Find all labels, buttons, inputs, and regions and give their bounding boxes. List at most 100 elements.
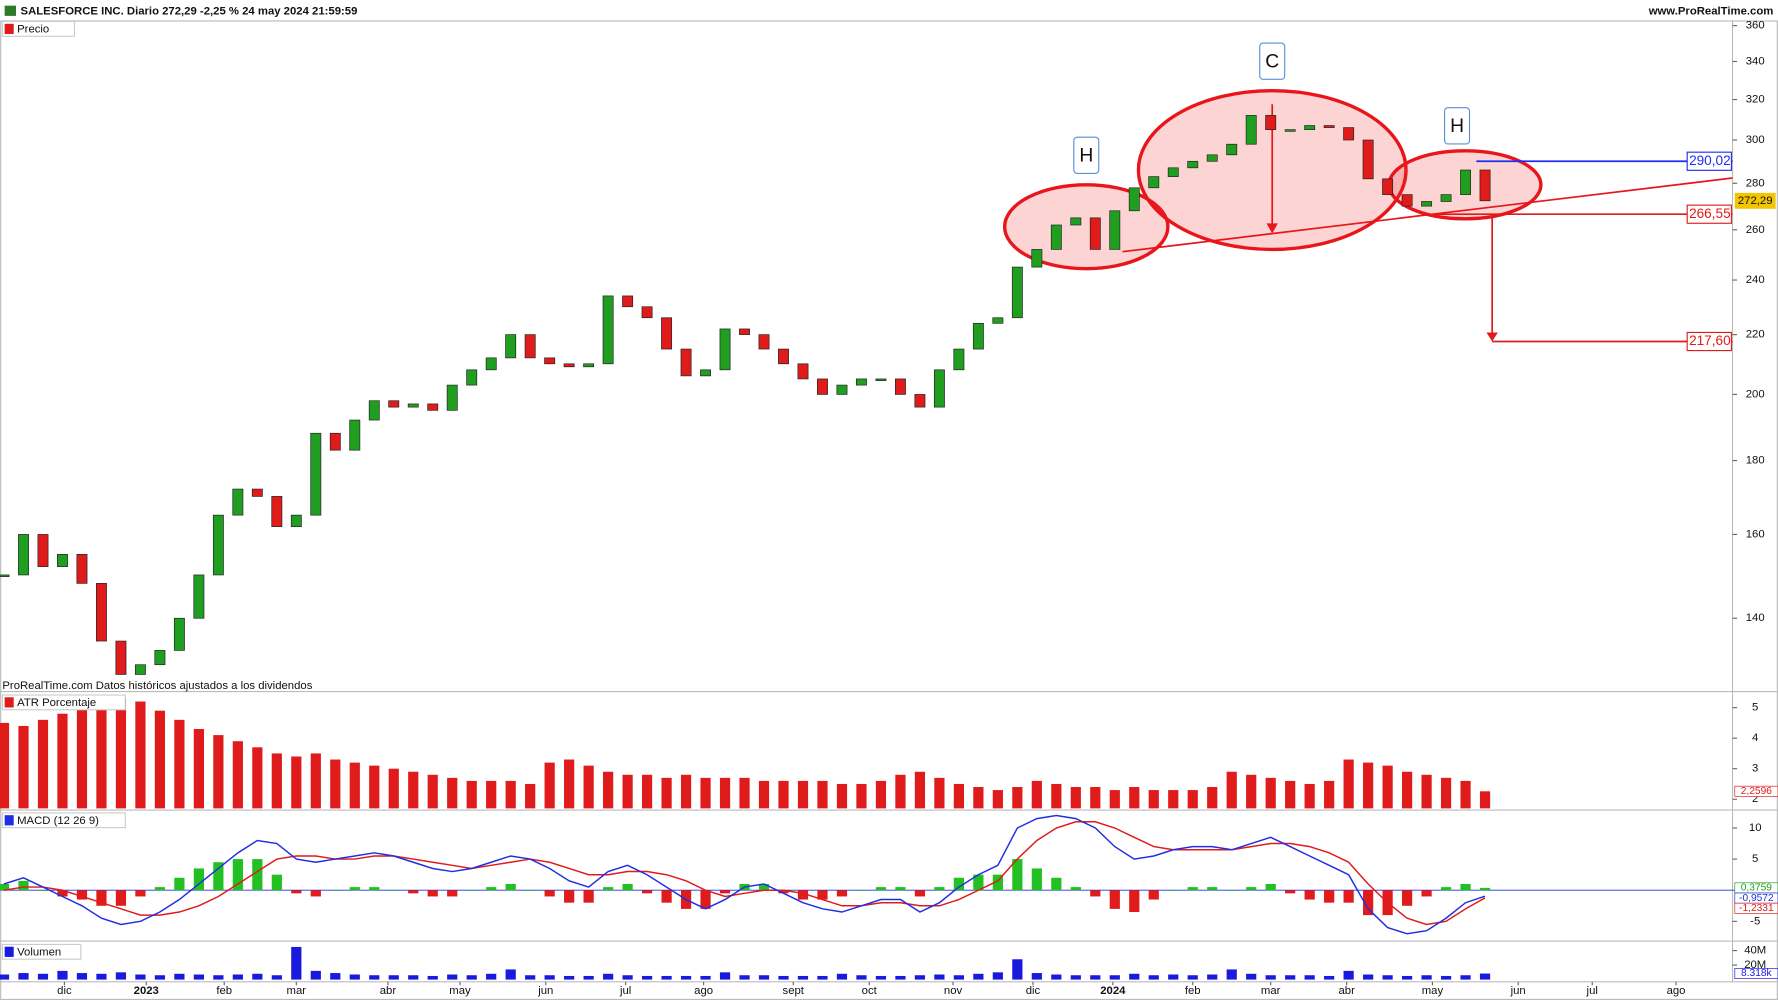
histogram-bar <box>193 868 204 891</box>
candle <box>446 384 458 411</box>
histogram-bar <box>154 887 166 891</box>
bar <box>349 762 360 809</box>
histogram-bar <box>973 874 984 891</box>
x-tick-label: ago <box>1667 985 1686 997</box>
bar <box>76 973 88 980</box>
y-tick-label: 260 <box>1746 224 1765 236</box>
histogram-bar <box>310 890 321 897</box>
candle <box>1304 125 1316 130</box>
bar <box>1226 969 1237 980</box>
level-label-box <box>1734 192 1776 209</box>
bar <box>505 969 516 980</box>
bar <box>466 975 477 980</box>
bar <box>700 777 711 809</box>
bar <box>310 970 321 980</box>
candle <box>583 363 595 368</box>
bar <box>37 719 49 809</box>
bar <box>310 753 321 809</box>
bar <box>252 973 263 980</box>
histogram-bar <box>174 877 185 891</box>
candle <box>37 534 49 567</box>
bar <box>564 975 575 980</box>
frame-outer <box>0 20 1778 1000</box>
candle <box>719 328 731 371</box>
candle <box>1479 169 1491 202</box>
histogram-bar <box>1070 887 1081 891</box>
bar <box>622 774 633 809</box>
annotation: C <box>1265 51 1279 72</box>
bar <box>1168 974 1179 980</box>
bar <box>1148 790 1159 809</box>
bar <box>486 780 497 809</box>
bar <box>408 771 419 809</box>
bar <box>291 756 302 809</box>
candle <box>193 574 205 619</box>
candle <box>368 400 380 421</box>
pane-title-swatch <box>4 815 14 826</box>
candle <box>758 334 770 350</box>
candle <box>1187 160 1199 169</box>
histogram-bar <box>96 890 107 906</box>
histogram-bar <box>291 890 302 894</box>
histogram-bar <box>37 890 49 891</box>
candle <box>1265 115 1277 130</box>
bar <box>1343 759 1354 809</box>
y-tick-label: 360 <box>1746 20 1765 32</box>
bar <box>37 973 49 980</box>
pane-title-box <box>1 812 126 829</box>
histogram-bar <box>641 890 653 894</box>
bar <box>135 974 146 980</box>
bar <box>57 970 68 980</box>
candle <box>563 363 575 368</box>
bar <box>934 777 945 809</box>
candle <box>1440 194 1452 202</box>
x-tick-label: nov <box>944 985 963 997</box>
bar <box>213 975 224 980</box>
macd-line <box>3 814 1486 935</box>
candle <box>115 640 127 675</box>
x-tick-label: dic <box>57 985 72 997</box>
candle <box>1382 178 1394 195</box>
histogram-bar <box>0 883 10 891</box>
x-tick-label: jul <box>1586 985 1598 997</box>
y-tick-label: 320 <box>1746 94 1765 106</box>
bar <box>778 780 789 809</box>
bar <box>992 790 1003 809</box>
bar <box>1012 959 1023 980</box>
bar <box>1109 975 1120 980</box>
neckline <box>1122 177 1733 253</box>
candle <box>1109 210 1121 250</box>
candle <box>1128 187 1140 212</box>
bar <box>1129 973 1140 980</box>
histogram-bar <box>505 883 516 891</box>
candle <box>661 317 673 350</box>
annotation-box <box>1443 107 1471 145</box>
bar <box>408 975 419 980</box>
histogram-bar <box>603 887 614 891</box>
candle <box>641 306 653 319</box>
level-label-box <box>1686 331 1732 352</box>
y-tick-label: 180 <box>1746 455 1765 467</box>
bar <box>797 975 809 980</box>
bar <box>1363 762 1374 809</box>
bar <box>875 780 887 809</box>
x-tick-label: oct <box>862 985 878 997</box>
histogram-bar <box>1129 890 1140 913</box>
bar <box>1440 975 1452 980</box>
histogram-bar <box>1051 877 1062 891</box>
histogram-bar <box>330 890 341 891</box>
candle <box>466 369 478 386</box>
bar <box>0 974 10 980</box>
x-tick-label: may <box>449 985 471 997</box>
target-arrow-tip <box>1486 332 1498 342</box>
level-label: 272,29 <box>1738 195 1773 207</box>
bar <box>1031 780 1042 809</box>
bar <box>661 777 672 809</box>
bar <box>641 774 653 809</box>
bar <box>836 783 848 809</box>
bar <box>1168 790 1179 809</box>
candle <box>1284 129 1296 132</box>
bar <box>1090 787 1101 809</box>
histogram-bar <box>1246 887 1257 891</box>
